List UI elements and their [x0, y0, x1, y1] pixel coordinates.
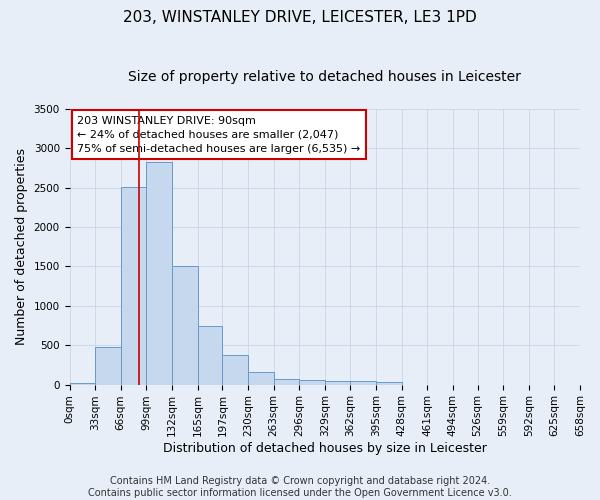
- Bar: [70, 383, 95, 384]
- Bar: [274, 379, 299, 384]
- Bar: [95, 347, 121, 385]
- Bar: [248, 372, 274, 384]
- Y-axis label: Number of detached properties: Number of detached properties: [15, 148, 28, 345]
- Text: Contains HM Land Registry data © Crown copyright and database right 2024.
Contai: Contains HM Land Registry data © Crown c…: [88, 476, 512, 498]
- Bar: [350, 381, 376, 384]
- Bar: [223, 354, 248, 384]
- Bar: [172, 266, 197, 384]
- Bar: [299, 380, 325, 384]
- X-axis label: Distribution of detached houses by size in Leicester: Distribution of detached houses by size …: [163, 442, 487, 455]
- Title: Size of property relative to detached houses in Leicester: Size of property relative to detached ho…: [128, 70, 521, 84]
- Bar: [121, 187, 146, 384]
- Text: 203 WINSTANLEY DRIVE: 90sqm
← 24% of detached houses are smaller (2,047)
75% of : 203 WINSTANLEY DRIVE: 90sqm ← 24% of det…: [77, 116, 361, 154]
- Bar: [197, 326, 223, 384]
- Bar: [376, 382, 401, 384]
- Text: 203, WINSTANLEY DRIVE, LEICESTER, LE3 1PD: 203, WINSTANLEY DRIVE, LEICESTER, LE3 1P…: [123, 10, 477, 25]
- Bar: [325, 380, 350, 384]
- Bar: [146, 162, 172, 384]
